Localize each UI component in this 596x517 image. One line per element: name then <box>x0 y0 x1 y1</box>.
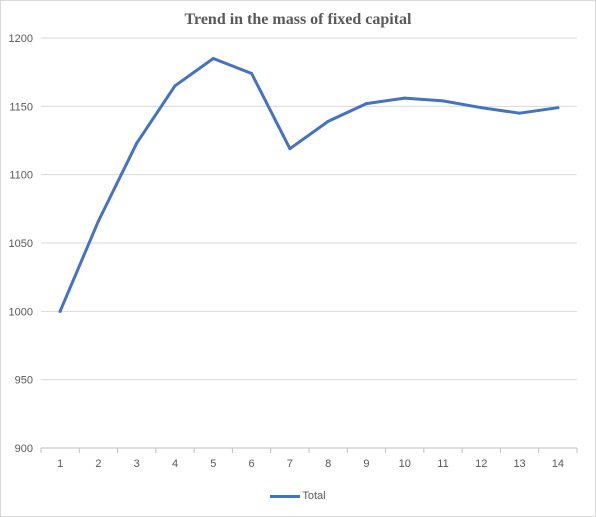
data-point-8 <box>326 119 330 123</box>
legend: Total <box>1 490 595 502</box>
x-tick-label-13: 13 <box>513 458 525 470</box>
x-axis: 1 2 3 4 5 6 7 8 9 10 11 12 13 14 <box>40 447 578 470</box>
x-tick-label-2: 2 <box>95 458 101 470</box>
y-tick-label-1000: 1000 <box>9 306 33 318</box>
data-point-1 <box>58 309 62 313</box>
data-point-5 <box>211 57 215 60</box>
data-point-3 <box>135 141 139 145</box>
data-point-10 <box>403 96 407 100</box>
x-tick-label-4: 4 <box>172 458 178 470</box>
y-tick-label-1100: 1100 <box>9 170 33 182</box>
data-point-2 <box>96 219 100 223</box>
y-tick-label-900: 900 <box>15 443 33 455</box>
series-line-total <box>58 57 560 313</box>
series-layer <box>58 57 560 313</box>
data-point-12 <box>479 106 483 110</box>
x-tick-label-9: 9 <box>363 458 369 470</box>
data-point-6 <box>250 72 254 76</box>
y-tick-label-1150: 1150 <box>9 101 33 113</box>
y-tick-label-1200: 1200 <box>9 33 33 45</box>
x-tick-label-11: 11 <box>437 458 448 470</box>
chart-title: Trend in the mass of fixed capital <box>184 11 412 28</box>
x-tick-label-1: 1 <box>57 458 63 470</box>
x-tick-label-7: 7 <box>287 458 293 470</box>
data-point-14 <box>556 106 560 110</box>
x-tick-label-10: 10 <box>399 458 411 470</box>
y-tick-label-950: 950 <box>15 375 33 387</box>
x-tick-label-12: 12 <box>475 458 487 470</box>
x-tick-label-8: 8 <box>325 458 331 470</box>
x-tick-label-3: 3 <box>134 458 140 470</box>
data-point-4 <box>173 84 177 88</box>
y-axis: 900 950 1000 1050 1100 1150 1200 <box>9 33 33 455</box>
x-tick-label-5: 5 <box>210 458 216 470</box>
x-tick-label-6: 6 <box>249 458 255 470</box>
data-point-7 <box>288 147 292 151</box>
legend-swatch <box>270 494 301 498</box>
data-point-11 <box>441 99 445 103</box>
x-tick-label-14: 14 <box>552 458 564 470</box>
legend-label: Total <box>302 490 326 502</box>
gridlines <box>41 37 577 381</box>
data-point-9 <box>364 102 368 106</box>
data-point-13 <box>518 111 522 115</box>
y-tick-label-1050: 1050 <box>9 238 33 250</box>
